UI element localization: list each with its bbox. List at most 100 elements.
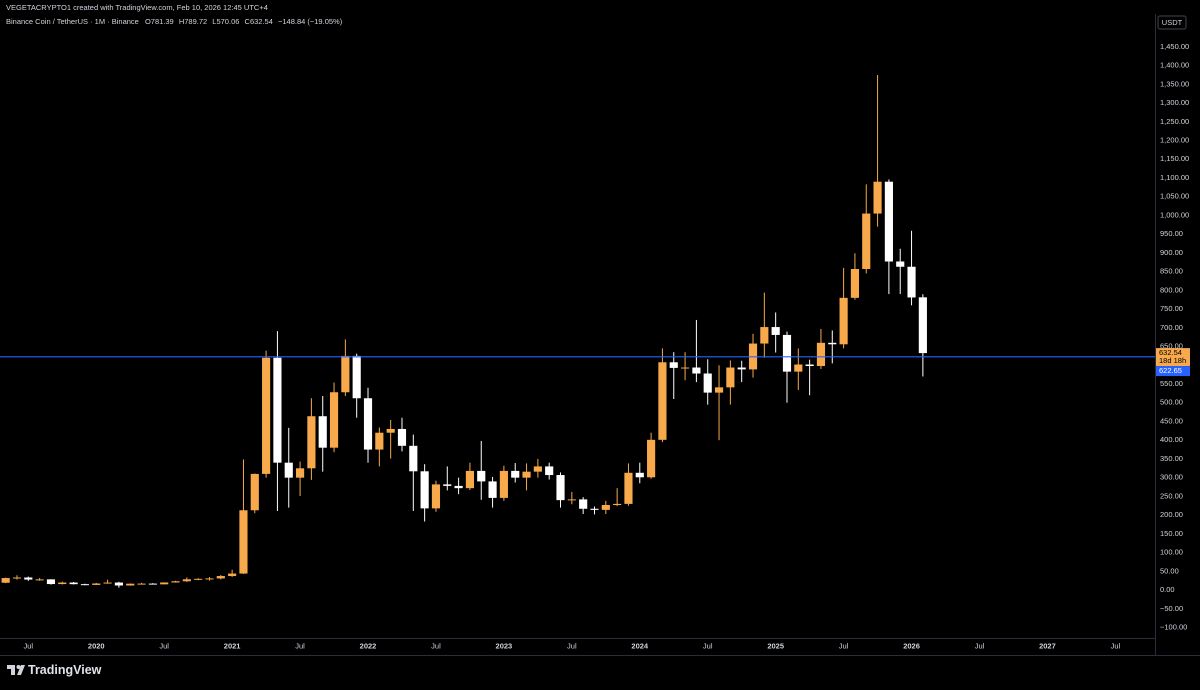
candle-body [658,362,667,440]
y-tick-label: 350.00 [1160,454,1183,463]
candle [839,267,848,349]
candle-body [567,499,576,501]
candle [216,575,225,580]
candle [284,427,293,508]
candle-body [737,367,746,370]
candle-body [884,181,893,262]
y-tick-label: 250.00 [1160,491,1183,500]
candle [375,427,384,467]
candle-body [35,579,44,581]
candle-body [46,579,56,585]
candle [160,582,169,585]
plot-area [1,74,927,588]
candle [918,294,927,377]
candle [194,578,203,581]
unit-label: USDT [1162,18,1183,27]
candle [624,463,633,506]
candle [137,582,146,585]
candle-body [850,268,860,298]
candle-body [918,297,927,354]
candle-body [307,416,316,469]
candle [760,292,769,358]
y-tick-label: 1,350.00 [1160,79,1189,88]
candle [545,462,554,480]
candle-body [862,213,871,269]
candle [794,348,803,390]
candle [737,360,746,383]
candle-body [828,342,837,345]
candle [601,500,610,514]
candle [46,579,56,585]
candle [103,579,112,584]
candle [35,578,44,581]
symbol-title: Binance Coin / TetherUS · 1M · Binance [6,17,139,26]
candle [703,359,712,405]
candle-body [907,266,916,298]
candle [896,248,905,295]
x-tick-label: Jul [431,641,441,650]
x-tick-label: 2027 [1039,641,1056,650]
candle-body [137,583,146,585]
candle-body [24,577,33,580]
candle-body [228,573,237,577]
y-tick-label: 1,200.00 [1160,135,1189,144]
candle [771,312,780,353]
y-tick-label: −100.00 [1160,622,1187,631]
candle [363,387,373,463]
candle-body [771,327,780,335]
candle-body [239,510,248,574]
candle-body [1,578,10,583]
candle-body [171,581,180,583]
y-tick-label: 700.00 [1160,323,1183,332]
candle [533,458,542,478]
candle-body [216,576,225,579]
candle-body [873,181,882,214]
candle-body [114,582,123,586]
y-tick-label: 500.00 [1160,398,1183,407]
y-tick-label: 450.00 [1160,416,1183,425]
candle-body [160,582,169,585]
candle-body [205,578,214,580]
candle-body [635,472,644,478]
candle [295,461,305,497]
candle [69,581,78,585]
candle [182,577,191,583]
y-tick-label: 50.00 [1160,566,1179,575]
candle [431,480,441,512]
y-tick-label: 200.00 [1160,510,1183,519]
candle-body [92,583,101,585]
candle-body [194,578,203,580]
candle [828,330,837,364]
candle-body [318,416,327,448]
candle-body [420,471,429,509]
y-tick-label: 400.00 [1160,435,1183,444]
candle-body [431,484,441,509]
candle-body [443,484,452,486]
candle [635,462,644,484]
price-line-label: 622.65 [1159,366,1182,375]
ohlc-prefix: O [145,17,151,26]
logo-dot [16,665,21,669]
candle [873,74,882,227]
ohlc-prefix: H [179,17,184,26]
candle [352,353,361,418]
candle-body [613,503,622,506]
candle-body [545,466,554,476]
logo-mark [7,665,25,675]
candle [80,583,90,586]
x-tick-label: 2021 [224,641,241,650]
candle [420,464,429,522]
x-tick-label: Jul [24,641,34,650]
candle [273,331,282,512]
y-tick-label: 1,300.00 [1160,98,1189,107]
candle-body [703,373,712,393]
candle-body [386,428,395,433]
y-tick-label: 1,450.00 [1160,42,1189,51]
change: −148.84 (−19.05%) [278,17,343,26]
x-tick-label: 2022 [360,641,377,650]
candle [205,577,214,581]
candle-body [522,471,531,478]
x-tick-label: Jul [703,641,713,650]
ohlc-value: 781.39 [151,17,174,26]
